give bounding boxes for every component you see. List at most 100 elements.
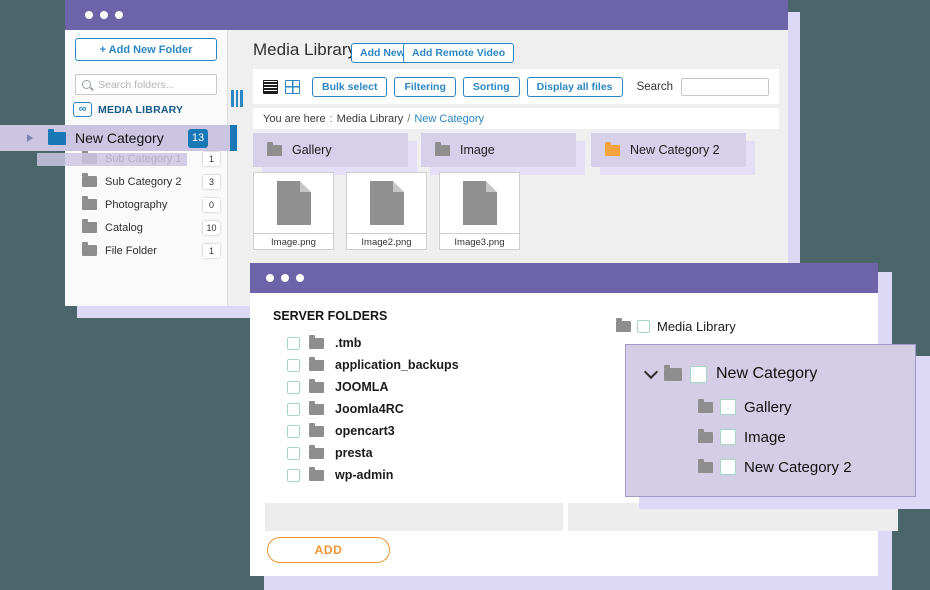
search-label: Search [636,80,673,93]
sorting-button[interactable]: Sorting [462,76,520,97]
folder-icon [435,141,450,156]
sidebar-item-sub-category-2[interactable]: Sub Category 2 3 [65,170,228,193]
folder-card-new-category-2[interactable]: New Category 2 [591,133,746,167]
folder-icon [309,422,324,437]
folder-icon [309,378,324,393]
list-view-icon[interactable] [263,79,278,94]
folder-icon [48,128,66,145]
folder-icon [698,428,713,443]
window1-body: + Add New Folder ∞ MEDIA LIBRARY New Cat… [0,30,788,306]
chevron-down-icon[interactable] [643,364,659,380]
checkbox[interactable] [287,402,300,416]
checkbox[interactable] [720,459,736,475]
file-card[interactable]: Image.png [253,172,334,250]
display-all-files-button[interactable]: Display all files [526,76,623,97]
folder-icon [309,334,324,349]
media-library-logo-icon: ∞ [73,102,92,117]
tree-node-new-category-2[interactable]: New Category 2 [698,455,852,479]
folder-card-image[interactable]: Image [421,133,576,167]
media-library-section-header: ∞ MEDIA LIBRARY [73,102,183,117]
folder-count-badge: 1 [203,243,220,258]
selected-folder-label: New Category [75,130,164,146]
breadcrumb-root-link[interactable]: Media Library [336,112,404,125]
window-control-dot[interactable] [85,11,93,19]
add-button[interactable]: ADD [267,537,390,563]
checkbox[interactable] [287,468,300,482]
file-thumbnail [254,173,333,233]
add-new-button[interactable]: Add New [351,43,414,63]
tree-root-label: Media Library [657,318,736,334]
folder-icon [309,400,324,415]
folder-icon [605,141,620,156]
checkbox[interactable] [287,336,300,350]
checkbox[interactable] [287,358,300,372]
folder-count-badge: 1 [203,151,220,166]
window-control-dot[interactable] [115,11,123,19]
server-folder-label: Joomla4RC [335,402,404,416]
file-card[interactable]: Image3.png [439,172,520,250]
tree-node-image[interactable]: Image [698,425,786,449]
server-folder-row-presta[interactable]: presta [287,442,373,464]
file-card[interactable]: Image2.png [346,172,427,250]
add-remote-video-button[interactable]: Add Remote Video [403,43,515,63]
folder-count-badge: 3 [203,174,220,189]
window2-titlebar [250,263,878,293]
bulk-select-button[interactable]: Bulk select [312,76,388,97]
breadcrumb-current[interactable]: New Category [414,112,485,125]
folder-count-badge: 10 [203,220,220,235]
folder-icon [616,317,631,332]
server-folder-row-opencart3[interactable]: opencart3 [287,420,395,442]
folder-search-box [75,74,217,95]
filtering-button[interactable]: Filtering [394,76,456,97]
breadcrumb-prefix: You are here [263,112,326,125]
folder-card-label: Gallery [292,143,332,157]
folder-label: Sub Category 2 [105,175,182,188]
path-field-left[interactable] [265,503,563,531]
folders-sidebar: + Add New Folder ∞ MEDIA LIBRARY New Cat… [0,30,237,306]
file-search-input[interactable] [681,77,769,96]
tree-node-new-category[interactable]: New Category [643,361,817,387]
folder-search-input[interactable] [96,77,210,92]
expand-caret-icon[interactable] [27,134,33,142]
server-folder-row-joomla[interactable]: JOOMLA [287,376,388,398]
selected-row-shadow [37,153,187,166]
breadcrumb-colon: : [329,112,333,125]
grid-view-icon[interactable] [285,79,300,94]
tree-node-gallery[interactable]: Gallery [698,395,792,419]
server-folder-row-application-backups[interactable]: application_backups [287,354,459,376]
server-folder-label: JOOMLA [335,380,389,394]
checkbox[interactable] [720,429,736,445]
server-folder-row-wp-admin[interactable]: wp-admin [287,464,393,486]
window-control-dot[interactable] [296,274,304,282]
folder-icon [698,398,713,413]
document-icon [462,181,497,225]
add-new-folder-button[interactable]: + Add New Folder [75,38,217,61]
checkbox[interactable] [287,424,300,438]
toolbar-search: Search [636,77,769,96]
checkbox[interactable] [287,380,300,394]
folder-icon [82,173,97,187]
file-name: Image2.png [347,233,426,250]
checkbox[interactable] [287,446,300,460]
folder-icon [309,466,324,481]
sidebar-item-file-folder[interactable]: File Folder 1 [65,239,228,262]
file-thumbnail [347,173,426,233]
checkbox[interactable] [690,365,707,383]
folder-icon [82,219,97,233]
checkbox[interactable] [637,319,650,333]
checkbox[interactable] [720,399,736,415]
window-control-dot[interactable] [281,274,289,282]
sidebar-item-new-category[interactable]: New Category 13 [0,125,237,151]
server-folder-row-joomla4rc[interactable]: Joomla4RC [287,398,404,420]
window-control-dot[interactable] [100,11,108,19]
folder-card-label: Image [460,143,495,157]
folder-card-gallery[interactable]: Gallery [253,133,408,167]
tree-root-media-library[interactable]: Media Library [616,317,736,334]
sidebar-item-photography[interactable]: Photography 0 [65,193,228,216]
sidebar-item-catalog[interactable]: Catalog 10 [65,216,228,239]
server-folder-row-tmb[interactable]: .tmb [287,332,361,354]
tree-node-label: Gallery [744,398,792,416]
window-control-dot[interactable] [266,274,274,282]
folder-label: File Folder [105,244,157,257]
sidebar-resize-handle[interactable] [231,90,243,107]
